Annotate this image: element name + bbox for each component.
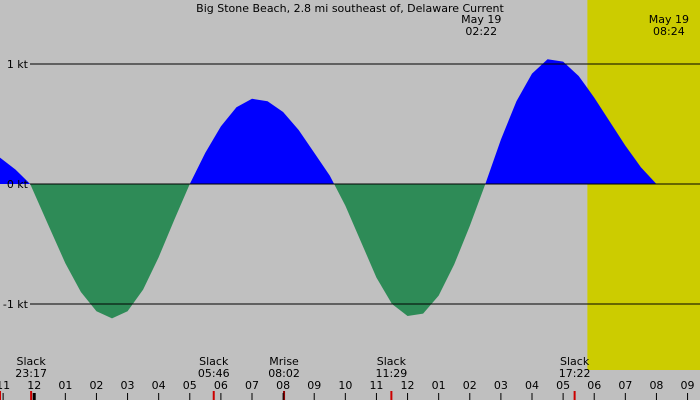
flood-current-area — [0, 59, 700, 184]
event-label: Slack — [560, 355, 590, 368]
hour-tick-label: 11 — [369, 379, 383, 392]
hour-tick-label: 10 — [338, 379, 352, 392]
hour-tick-label: 09 — [307, 379, 321, 392]
hour-tick-label: 07 — [245, 379, 259, 392]
event-time: 17:22 — [559, 367, 591, 380]
event-time: 23:17 — [15, 367, 47, 380]
hour-tick-label: 12 — [27, 379, 41, 392]
y-tick-label: -1 kt — [3, 298, 29, 311]
y-tick-label: 0 kt — [7, 178, 29, 191]
hour-tick-label: 02 — [463, 379, 477, 392]
hour-tick-label: 08 — [649, 379, 663, 392]
top-date-label: May 19 — [461, 13, 501, 26]
top-date-label: May 19 — [649, 13, 689, 26]
hour-tick-label: 03 — [121, 379, 135, 392]
hour-tick-label: 01 — [432, 379, 446, 392]
hour-tick-label: 09 — [681, 379, 695, 392]
hour-tick-label: 06 — [587, 379, 601, 392]
hour-tick-label: 02 — [89, 379, 103, 392]
day-shading — [587, 0, 700, 370]
hour-tick-label: 05 — [183, 379, 197, 392]
y-tick-label: 1 kt — [7, 58, 29, 71]
event-time: 08:02 — [268, 367, 300, 380]
chart-title: Big Stone Beach, 2.8 mi southeast of, De… — [196, 2, 504, 15]
hour-tick-label: 11 — [0, 379, 10, 392]
hour-tick-label: 07 — [618, 379, 632, 392]
event-label: Slack — [17, 355, 47, 368]
hour-tick-label: 12 — [401, 379, 415, 392]
x-axis: 11 12 01 02 03 04 05 06 07 08 09 10 11 12 01 02 03 04 05 06… — [0, 379, 695, 400]
top-time-label: 02:22 — [465, 25, 497, 38]
hour-tick-label: 08 — [276, 379, 290, 392]
event-time: 11:29 — [376, 367, 408, 380]
grid-layer — [30, 63, 700, 305]
y-ticks: 1 kt 0 kt -1 kt — [3, 58, 29, 311]
event-label: Slack — [377, 355, 407, 368]
event-label: Mrise — [269, 355, 299, 368]
hour-tick-label: 03 — [494, 379, 508, 392]
hour-tick-label: 04 — [525, 379, 539, 392]
hour-tick-label: 01 — [58, 379, 72, 392]
hour-tick-label: 04 — [152, 379, 166, 392]
bottom-events: et57Slack23:17Slack05:46Mrise08:02Slack1… — [0, 355, 590, 400]
event-time: 05:46 — [198, 367, 230, 380]
hour-tick-label: 05 — [556, 379, 570, 392]
event-label: Slack — [199, 355, 229, 368]
ebb-current-area — [0, 184, 700, 319]
hour-tick-label: 06 — [214, 379, 228, 392]
current-area-layer — [0, 59, 700, 319]
top-time-label: 08:24 — [653, 25, 685, 38]
